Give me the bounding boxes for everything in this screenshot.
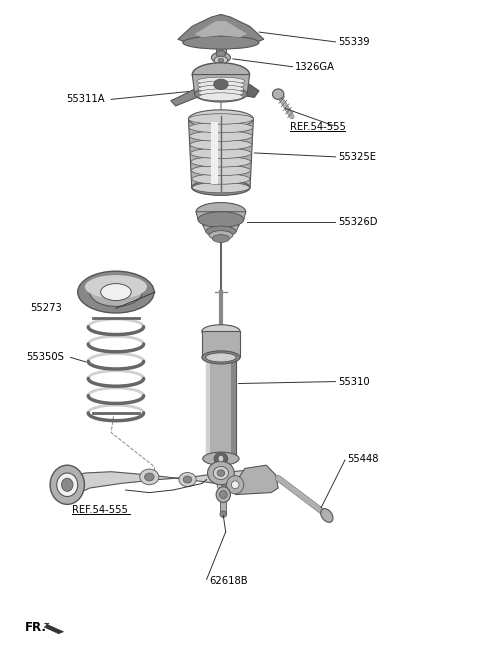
Polygon shape [211,122,217,184]
Text: REF.54-555: REF.54-555 [72,504,128,514]
Ellipse shape [199,93,243,100]
Ellipse shape [183,36,259,49]
Polygon shape [192,75,250,94]
Polygon shape [231,358,236,459]
Ellipse shape [198,212,244,228]
Ellipse shape [221,482,230,488]
Ellipse shape [78,271,154,313]
Ellipse shape [273,89,284,99]
Text: REF.54-555: REF.54-555 [290,122,346,132]
Text: 55326D: 55326D [338,217,377,227]
Polygon shape [205,358,236,459]
Text: 55339: 55339 [338,37,370,47]
Ellipse shape [218,455,224,462]
Ellipse shape [191,148,252,159]
Polygon shape [56,468,271,497]
Ellipse shape [211,52,230,63]
Polygon shape [202,331,240,358]
Polygon shape [196,212,246,220]
Ellipse shape [192,174,250,184]
Ellipse shape [50,465,84,504]
Ellipse shape [203,218,239,232]
Ellipse shape [214,79,228,90]
Ellipse shape [199,89,243,96]
Ellipse shape [217,470,225,476]
Polygon shape [235,465,278,495]
Ellipse shape [213,466,228,480]
Polygon shape [203,225,239,232]
Ellipse shape [321,508,333,522]
Polygon shape [171,85,211,106]
Ellipse shape [183,476,192,483]
Ellipse shape [196,203,246,221]
Ellipse shape [220,511,227,518]
Ellipse shape [144,473,154,481]
Ellipse shape [202,325,240,338]
Bar [216,42,226,54]
Polygon shape [189,119,253,188]
Polygon shape [226,81,259,97]
Text: 55325E: 55325E [338,152,376,162]
Ellipse shape [190,131,252,141]
Text: 1326GA: 1326GA [295,62,335,72]
Bar [220,493,226,514]
Text: 55311A: 55311A [66,94,105,104]
Ellipse shape [191,157,251,167]
Text: FR.: FR. [25,621,47,634]
Ellipse shape [214,56,228,64]
Ellipse shape [190,140,252,150]
Ellipse shape [227,476,244,494]
Text: 62618B: 62618B [209,576,248,586]
Polygon shape [195,21,247,37]
Ellipse shape [192,182,250,193]
Text: 55350S: 55350S [26,352,64,362]
Ellipse shape [214,453,228,464]
Ellipse shape [198,85,244,93]
Ellipse shape [57,473,78,497]
Ellipse shape [195,87,247,102]
Polygon shape [205,358,210,459]
Ellipse shape [203,452,239,465]
Ellipse shape [198,81,244,89]
Ellipse shape [217,478,234,492]
Ellipse shape [189,122,253,133]
Ellipse shape [205,226,236,237]
Ellipse shape [85,275,147,298]
Ellipse shape [207,461,234,485]
Ellipse shape [216,51,226,57]
Ellipse shape [189,113,253,124]
Ellipse shape [140,469,159,485]
Ellipse shape [209,231,233,240]
Ellipse shape [212,235,229,243]
Ellipse shape [205,353,236,362]
Polygon shape [178,14,264,42]
Ellipse shape [218,58,224,62]
Polygon shape [44,623,63,634]
Text: 55310: 55310 [338,377,370,386]
Text: 55448: 55448 [348,454,379,464]
Ellipse shape [192,165,251,176]
Ellipse shape [101,283,131,300]
Ellipse shape [202,351,240,364]
Ellipse shape [189,110,253,128]
Ellipse shape [90,277,142,306]
Ellipse shape [216,487,230,502]
Ellipse shape [197,77,245,85]
Ellipse shape [192,180,250,195]
Text: 55273: 55273 [30,304,62,314]
Ellipse shape [231,481,239,489]
Ellipse shape [219,491,227,499]
Ellipse shape [179,472,196,487]
Ellipse shape [61,478,73,491]
Ellipse shape [192,63,250,87]
